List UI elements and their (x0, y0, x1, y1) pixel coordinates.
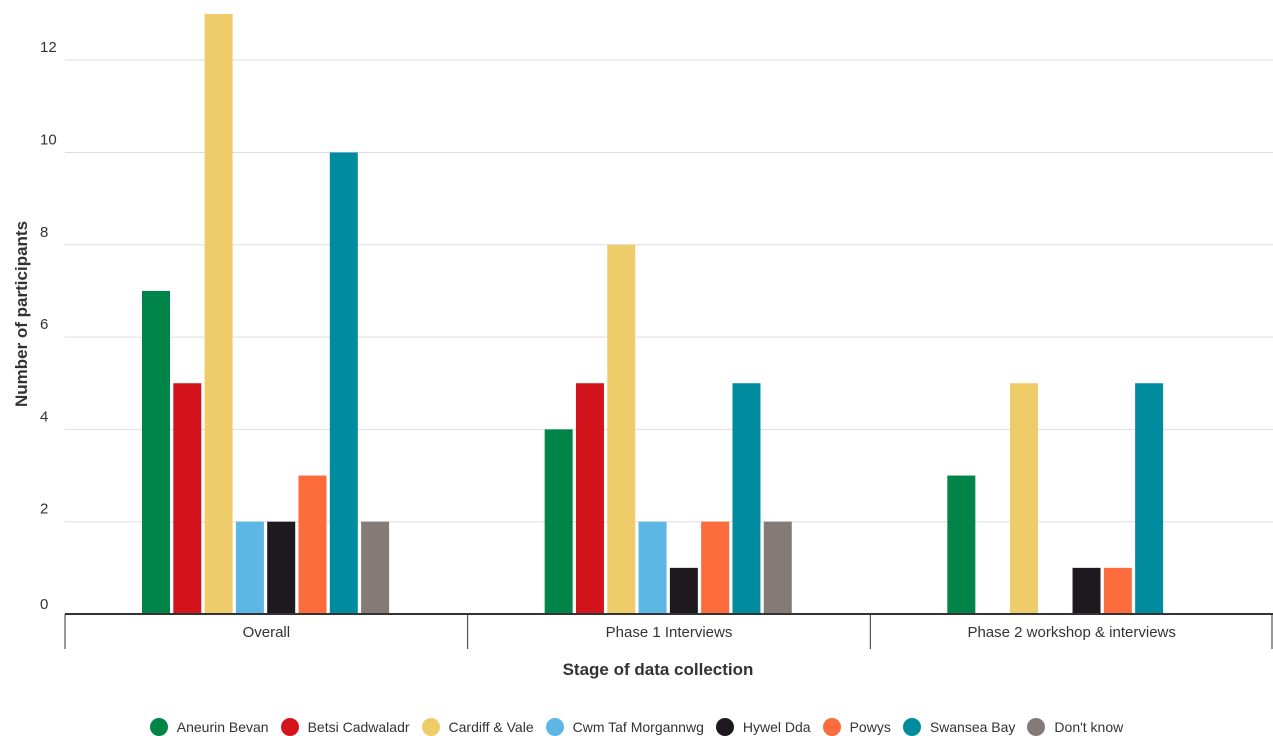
bar (1135, 383, 1164, 614)
gridlines (65, 59, 1273, 523)
bar (361, 521, 390, 614)
y-tick-label: 6 (40, 316, 48, 333)
legend-item: Betsi Cadwaladr (280, 718, 410, 736)
bar (173, 383, 202, 614)
chart-svg: 0 2 4 6 8 10 12 Overall Phase 1 Interviews Phase… (12, 14, 1273, 679)
bar (235, 521, 264, 614)
bar (1009, 383, 1038, 614)
bar (701, 521, 730, 614)
legend-label: Cwm Taf Morgannwg (572, 719, 704, 735)
x-axis: Overall Phase 1 Interviews Phase 2 worksho… (64, 613, 1273, 649)
bar-chart: 0 2 4 6 8 10 12 Overall Phase 1 Interviews Phase… (12, 14, 1273, 679)
legend-item: Don't know (1027, 718, 1123, 736)
y-tick-label: 8 (40, 224, 48, 241)
legend-label: Aneurin Bevan (176, 719, 269, 735)
x-category-label: Phase 2 workshop & interviews (967, 624, 1175, 641)
legend-swatch (280, 718, 299, 736)
bar (732, 383, 761, 614)
bar (763, 521, 792, 614)
y-tick-labels: 0 2 4 6 8 10 12 (40, 39, 57, 613)
bar (1103, 567, 1132, 614)
bar (1072, 567, 1101, 614)
legend-item: Aneurin Bevan (149, 718, 269, 736)
legend-swatch (822, 718, 841, 736)
bar (638, 521, 667, 614)
bar (298, 475, 327, 614)
legend-swatch (715, 718, 734, 736)
legend-item: Hywel Dda (715, 718, 811, 736)
x-axis-title: Stage of data collection (563, 660, 754, 679)
bar (267, 521, 296, 614)
y-tick-label: 4 (40, 408, 48, 425)
y-tick-label: 0 (40, 596, 48, 613)
legend-label: Hywel Dda (742, 719, 811, 735)
legend-item: Powys (822, 718, 891, 736)
y-axis-title: Number of participants (12, 221, 31, 407)
y-tick-label: 2 (40, 501, 48, 518)
bar (607, 244, 636, 614)
bar (947, 475, 976, 614)
x-category-label: Phase 1 Interviews (606, 624, 733, 641)
legend-item: Cardiff & Vale (421, 718, 534, 736)
legend-label: Swansea Bay (929, 719, 1016, 735)
bar (544, 429, 573, 614)
legend-item: Swansea Bay (902, 718, 1016, 736)
legend-swatch (1027, 718, 1046, 736)
bar (575, 383, 604, 614)
legend-label: Powys (849, 719, 891, 735)
legend-swatch (902, 718, 921, 736)
legend-label: Cardiff & Vale (448, 719, 534, 735)
bar (329, 152, 358, 614)
legend-swatch (545, 718, 564, 736)
legend-label: Don't know (1054, 719, 1124, 735)
bar (669, 567, 698, 614)
y-tick-label: 12 (40, 39, 57, 56)
legend-swatch (421, 718, 440, 736)
bars (142, 14, 1164, 614)
legend-label: Betsi Cadwaladr (307, 719, 410, 735)
legend: Aneurin Bevan Betsi Cadwaladr Cardiff & Va… (0, 718, 1273, 736)
legend-item: Cwm Taf Morgannwg (545, 718, 704, 736)
bar (142, 290, 170, 614)
legend-swatch (149, 718, 168, 736)
y-tick-label: 10 (40, 131, 57, 148)
bar (204, 14, 233, 614)
x-category-label: Overall (243, 624, 291, 641)
